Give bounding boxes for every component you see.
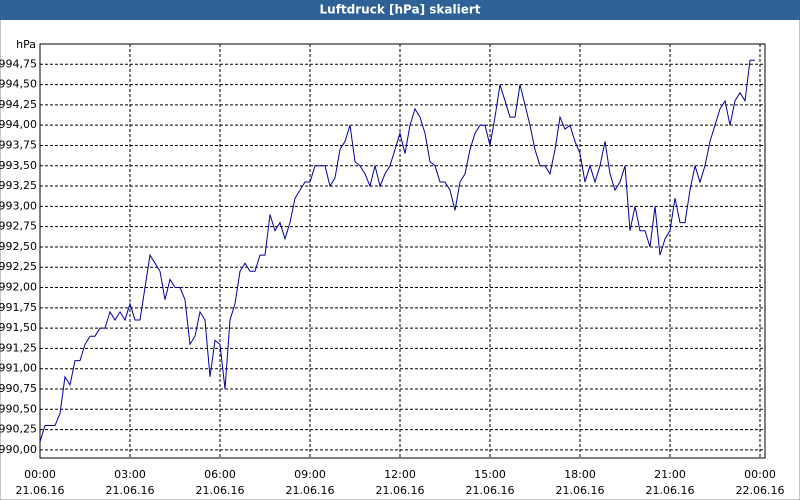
title-bar [0,0,800,20]
x-tick-label: 00:00 [744,468,776,481]
y-tick-label: 994,50 [0,78,37,91]
y-tick-label: 994,25 [0,98,37,111]
chart-title: Luftdruck [hPa] skaliert [320,3,481,17]
y-tick-label: 991,75 [0,301,37,314]
y-tick-label: 992,25 [0,260,37,273]
y-tick-label: 993,25 [0,179,37,192]
x-tick-label: 12:00 [384,468,416,481]
y-tick-label: 990,25 [0,423,37,436]
y-axis-label: hPa [16,38,36,51]
y-tick-label: 990,50 [0,402,37,415]
x-tick-date: 21.06.16 [466,484,515,497]
x-tick-date: 21.06.16 [376,484,425,497]
y-tick-label: 990,00 [0,443,37,456]
x-tick-label: 03:00 [114,468,146,481]
y-tick-label: 994,75 [0,57,37,70]
y-tick-label: 991,00 [0,362,37,375]
x-tick-date: 21.06.16 [196,484,245,497]
x-tick-date: 21.06.16 [16,484,65,497]
y-tick-label: 993,00 [0,199,37,212]
data-line [39,59,755,442]
y-tick-label: 990,75 [0,382,37,395]
x-tick-label: 21:00 [654,468,686,481]
x-tick-date: 21.06.16 [556,484,605,497]
y-tick-label: 994,00 [0,118,37,131]
x-tick-label: 06:00 [204,468,236,481]
y-tick-label: 993,50 [0,159,37,172]
y-tick-label: 992,00 [0,281,37,294]
x-tick-date: 21.06.16 [646,484,695,497]
x-tick-date: 21.06.16 [106,484,155,497]
x-tick-label: 15:00 [474,468,506,481]
y-tick-label: 991,25 [0,341,37,354]
y-tick-label: 991,50 [0,321,37,334]
x-tick-date: 22.06.16 [736,484,785,497]
x-tick-date: 21.06.16 [286,484,335,497]
y-tick-label: 992,50 [0,240,37,253]
x-tick-label: 00:00 [24,468,56,481]
x-tick-label: 18:00 [564,468,596,481]
y-tick-label: 993,75 [0,138,37,151]
y-tick-label: 992,75 [0,220,37,233]
x-tick-label: 09:00 [294,468,326,481]
